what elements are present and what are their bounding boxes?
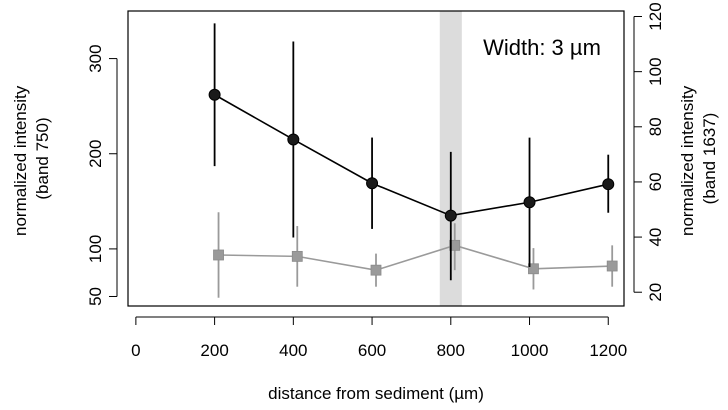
series-right (213, 212, 618, 298)
right-y-axis-label: normalized intensity (band 1637) (678, 81, 719, 236)
data-point (523, 196, 536, 209)
left-y-axis-label: normalized intensity (band 750) (11, 81, 52, 236)
data-point (449, 239, 461, 251)
left-y-tick-label: 50 (86, 287, 105, 306)
x-tick-label: 0 (131, 341, 140, 360)
left-y-tick-label: 200 (86, 140, 105, 168)
data-point (213, 249, 224, 261)
x-tick-label: 1200 (589, 341, 627, 360)
series-layer (208, 23, 618, 298)
x-axis-label: distance from sediment (µm) (268, 384, 484, 403)
right-y-tick-label: 80 (646, 117, 665, 136)
series-left (208, 23, 615, 281)
plot-frame (127, 10, 625, 307)
right-y-tick-label: 100 (646, 57, 665, 85)
x-tick-label: 400 (279, 341, 307, 360)
right-y-tick-label: 120 (646, 2, 665, 30)
left-y-tick-label: 100 (86, 235, 105, 263)
data-point (291, 250, 303, 262)
series-line (214, 94, 609, 217)
right-y-tick-label: 20 (646, 283, 665, 302)
data-point (287, 133, 300, 146)
left-y-axis-label-line1: normalized intensity (11, 85, 30, 236)
data-point (208, 88, 221, 101)
data-point (366, 177, 379, 190)
right-y-axis-label-line2: (band 1637) (700, 113, 719, 205)
data-point (528, 263, 539, 275)
x-tick-label: 1000 (511, 341, 549, 360)
x-tick-label: 800 (437, 341, 465, 360)
series-line (218, 244, 613, 271)
right-y-tick-label: 40 (646, 228, 665, 247)
right-y-tick-label: 60 (646, 172, 665, 191)
axes-layer: 0 200 400 600 800 1000 1200 50 100 200 300 20 40 60 80… (86, 2, 665, 360)
data-point (602, 178, 615, 191)
data-point (606, 260, 618, 272)
left-y-tick-label: 300 (86, 44, 105, 72)
x-tick-label: 600 (358, 341, 386, 360)
left-y-axis-label-line2: (band 750) (33, 117, 52, 199)
right-y-axis-label-line1: normalized intensity (678, 85, 697, 236)
data-point (370, 264, 382, 276)
data-point (444, 209, 457, 222)
width-annotation: Width: 3 µm (483, 35, 601, 60)
x-tick-label: 200 (200, 341, 228, 360)
